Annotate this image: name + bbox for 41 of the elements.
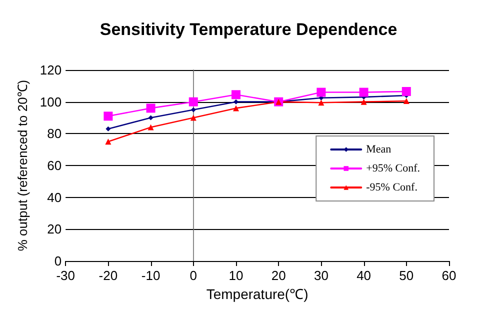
x-tick-label: 0 bbox=[190, 268, 198, 283]
point bbox=[316, 88, 326, 97]
point bbox=[190, 114, 196, 121]
y-tick-label: 120 bbox=[40, 62, 62, 78]
y-tick-label: 60 bbox=[47, 158, 62, 173]
legend-label: +95% Conf. bbox=[366, 162, 420, 174]
x-tick-label: 10 bbox=[228, 268, 244, 283]
point bbox=[233, 99, 238, 104]
point bbox=[231, 90, 240, 100]
point bbox=[148, 115, 154, 120]
x-tick-label: -30 bbox=[56, 268, 75, 283]
x-tick-label: -10 bbox=[141, 268, 160, 283]
legend-label: -95% Conf. bbox=[366, 182, 418, 194]
point bbox=[402, 86, 411, 96]
x-tick-label: -20 bbox=[98, 268, 118, 283]
legend-label: Mean bbox=[366, 144, 392, 156]
y-tick-label: 0 bbox=[54, 254, 62, 268]
y-tick-label: 20 bbox=[47, 222, 62, 237]
point bbox=[360, 98, 367, 105]
x-tick-label: 20 bbox=[271, 268, 286, 283]
point bbox=[232, 105, 239, 112]
point bbox=[403, 98, 410, 104]
x-tick-label: 60 bbox=[442, 268, 456, 283]
chart-title: Sensitivity Temperature Dependence bbox=[100, 20, 398, 39]
y-tick-label: 100 bbox=[40, 94, 62, 110]
y-axis-title: % output (referenced to 20℃) bbox=[15, 80, 30, 252]
y-tick-label: 40 bbox=[47, 190, 62, 205]
point bbox=[188, 97, 198, 106]
x-tick-label: 40 bbox=[356, 268, 372, 283]
point bbox=[146, 104, 156, 113]
y-tick-label: 80 bbox=[47, 126, 62, 142]
x-axis-title: Temperature(℃) bbox=[206, 286, 308, 302]
x-tick-label: 50 bbox=[399, 268, 414, 283]
point bbox=[359, 88, 368, 97]
point bbox=[318, 100, 324, 106]
point bbox=[148, 124, 154, 130]
x-tick-label: 30 bbox=[314, 268, 328, 283]
point bbox=[106, 126, 111, 132]
point bbox=[105, 138, 112, 145]
point bbox=[104, 112, 113, 121]
point bbox=[190, 107, 196, 112]
